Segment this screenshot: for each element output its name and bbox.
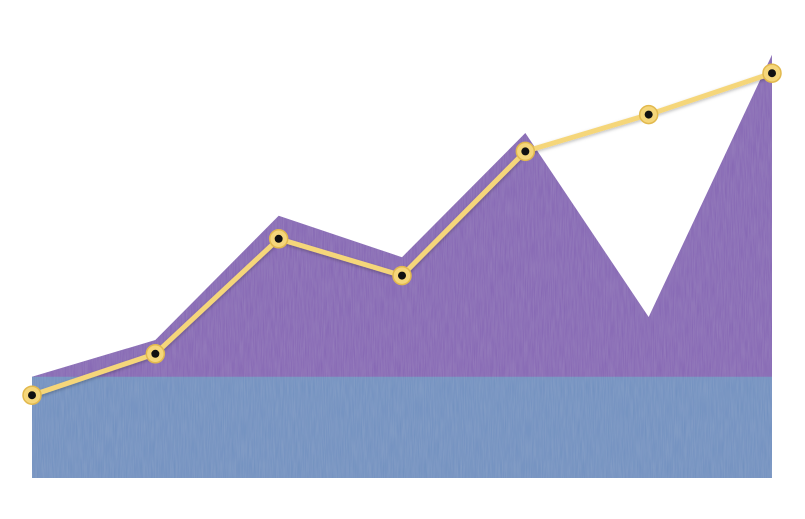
line-point-marker: [22, 385, 42, 405]
marker-dot: [28, 391, 36, 400]
line-point-marker: [515, 141, 536, 162]
marker-dot: [398, 271, 406, 280]
area-series-1: [32, 376, 772, 478]
marker-dot: [768, 69, 776, 78]
line-point-marker: [392, 265, 412, 286]
marker-dot: [274, 234, 283, 243]
marker-layer: [22, 63, 782, 405]
line-point-marker: [268, 229, 289, 249]
marker-dot: [644, 110, 653, 119]
line-point-marker: [638, 104, 659, 125]
line-point-marker: [762, 63, 782, 83]
line-point-marker: [145, 344, 166, 364]
marker-dot: [521, 147, 530, 156]
marker-dot: [151, 349, 160, 358]
